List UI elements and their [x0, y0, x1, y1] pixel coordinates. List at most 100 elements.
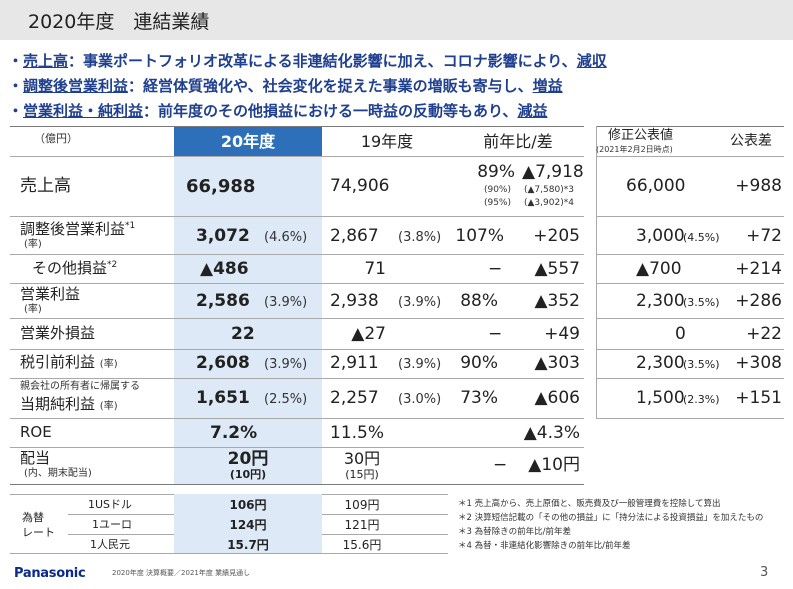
adjusted-op-yoy: 107%: [455, 226, 504, 246]
row-label-pretax: 税引前利益 (率): [20, 353, 118, 371]
forecast-left-border: [596, 126, 597, 418]
fx-usd-fy20: 106円: [229, 498, 267, 512]
nonop-fy19: ▲27: [351, 324, 386, 344]
adjusted-op-fy19: 2,867: [330, 226, 379, 246]
row-divider: [10, 378, 584, 379]
net-fy20: 1,651: [196, 388, 250, 408]
row-label-other: その他損益*2: [32, 259, 118, 277]
nonop-forecast-diff: +22: [746, 324, 782, 344]
sales-yoy-fx: (90%): [483, 185, 511, 195]
other-fy19: 71: [364, 259, 386, 279]
footnote-2: ＊2 決算短信記載の「その他の損益」に「持分法による投資損益」を加えたもの: [458, 513, 764, 523]
fx-ccy-cny: 1人民元: [90, 538, 130, 551]
adjusted-op-forecast: 3,000: [636, 226, 685, 246]
pretax-diff: ▲303: [534, 353, 580, 373]
sales-fy20: 66,988: [186, 176, 256, 197]
unit-label: （億円）: [34, 132, 78, 145]
table-bottom-border: [10, 484, 584, 485]
nonop-yoy: −: [488, 324, 503, 344]
row-divider: [10, 216, 584, 217]
sales-yoy: 89%: [477, 162, 515, 182]
row-label-op: 営業利益: [20, 285, 81, 303]
net-forecast-rate: (2.3%): [683, 393, 720, 406]
adjusted-op-fy20: 3,072: [196, 226, 250, 246]
fx-label: 為替: [22, 511, 44, 524]
other-diff: ▲557: [534, 259, 580, 279]
fx-eur-fy19: 121円: [344, 518, 380, 532]
footer-caption: 2020年度 決算概要／2021年度 業績見通し: [112, 569, 251, 577]
pretax-forecast-rate: (3.5%): [683, 358, 720, 371]
row-divider: [596, 318, 784, 319]
row-divider: [596, 418, 784, 419]
other-fy20: ▲486: [200, 259, 249, 279]
nonop-fy20: 22: [231, 324, 255, 344]
row-divider: [596, 254, 784, 255]
dividend-fy20-yearend: (10円): [229, 468, 267, 481]
other-forecast-diff: +214: [735, 259, 782, 279]
roe-fy19: 11.5%: [330, 423, 385, 443]
row-divider: [10, 349, 584, 350]
fx-usd-fy19: 109円: [344, 498, 380, 512]
dividend-fy20: 20円: [227, 449, 269, 469]
fx-cny-fy20: 15.7円: [227, 538, 269, 552]
sales-forecast: 66,000: [626, 176, 686, 196]
bullet-adjusted-op: ・調整後営業利益：経営体質強化や、社会変化を捉えた事業の増販も寄与し、増益: [8, 77, 563, 95]
row-divider: [596, 283, 784, 284]
row-label-dividend: 配当: [20, 449, 51, 467]
title-bar: 2020年度 連結業績: [0, 0, 793, 40]
fy19-header: 19年度: [360, 132, 414, 151]
adjusted-op-fy19-rate: (3.8%): [398, 230, 442, 245]
dividend-fy19: 30円: [343, 449, 381, 468]
fx-ccy-eur: 1ユーロ: [92, 518, 132, 531]
nonop-diff: +49: [544, 324, 580, 344]
sales-forecast-diff: +988: [735, 176, 782, 196]
fy20-column-highlight: [174, 126, 322, 484]
row-divider: [596, 216, 784, 217]
row-sublabel-rate: (率): [24, 304, 42, 315]
footnote-1: ＊1 売上高から、売上原価と、販売費及び一般管理費を控除して算出: [458, 499, 721, 509]
table-top-border: [10, 126, 584, 127]
dividend-fy19-yearend: (15円): [345, 468, 379, 481]
op-forecast-diff: +286: [735, 291, 782, 311]
row-label-roe: ROE: [20, 423, 52, 441]
fx-eur-fy20: 124円: [229, 518, 267, 532]
roe-diff: ▲4.3%: [523, 423, 580, 443]
row-sublabel-rate: (率): [24, 239, 42, 250]
fy20-header: 20年度: [220, 132, 276, 151]
forecast-header: 修正公表値: [608, 128, 674, 143]
op-fy20-rate: (3.9%): [264, 295, 308, 310]
net-fy19-rate: (3.0%): [398, 392, 442, 407]
row-divider: [10, 418, 584, 419]
net-fy19: 2,257: [330, 388, 379, 408]
dividend-diff: ▲10円: [528, 455, 580, 475]
pretax-fy19-rate: (3.9%): [398, 357, 442, 372]
adjusted-op-diff: +205: [533, 226, 580, 246]
page-number: 3: [760, 565, 769, 580]
net-diff: ▲606: [534, 388, 580, 408]
row-label-sales: 売上高: [20, 176, 71, 196]
adjusted-op-forecast-diff: +72: [746, 226, 782, 246]
nonop-forecast: 0: [675, 324, 686, 344]
pretax-forecast-diff: +308: [735, 353, 782, 373]
op-fy19: 2,938: [330, 291, 379, 311]
forecast-date: (2021年2月2日時点): [596, 145, 673, 154]
fx-fy20-highlight: [174, 494, 322, 553]
forecast-top-border: [596, 126, 784, 127]
diff-header: 公表差: [730, 133, 772, 149]
sales-diff-fx: (▲7,580)*3: [524, 185, 574, 195]
row-divider: [10, 254, 584, 255]
footnote-3: ＊3 為替除きの前年比/前年差: [458, 527, 571, 537]
op-diff: ▲352: [534, 291, 580, 311]
row-divider: [596, 378, 784, 379]
op-yoy: 88%: [460, 291, 498, 311]
roe-fy20: 7.2%: [210, 423, 258, 443]
op-fy20: 2,586: [196, 291, 250, 311]
bullet-sales: ・売上高：事業ポートフォリオ改革による非連結化影響に加え、コロナ影響により、減収: [8, 52, 607, 70]
sales-diff: ▲7,918: [522, 162, 584, 182]
sales-fy19: 74,906: [330, 176, 390, 196]
adjusted-op-forecast-rate: (4.5%): [683, 231, 720, 244]
footnote-4: ＊4 為替・非連結化影響除きの前年比/前年差: [458, 541, 631, 551]
op-fy19-rate: (3.9%): [398, 295, 442, 310]
op-forecast: 2,300: [636, 291, 685, 311]
row-label-net: 当期純利益 (率): [20, 395, 118, 413]
